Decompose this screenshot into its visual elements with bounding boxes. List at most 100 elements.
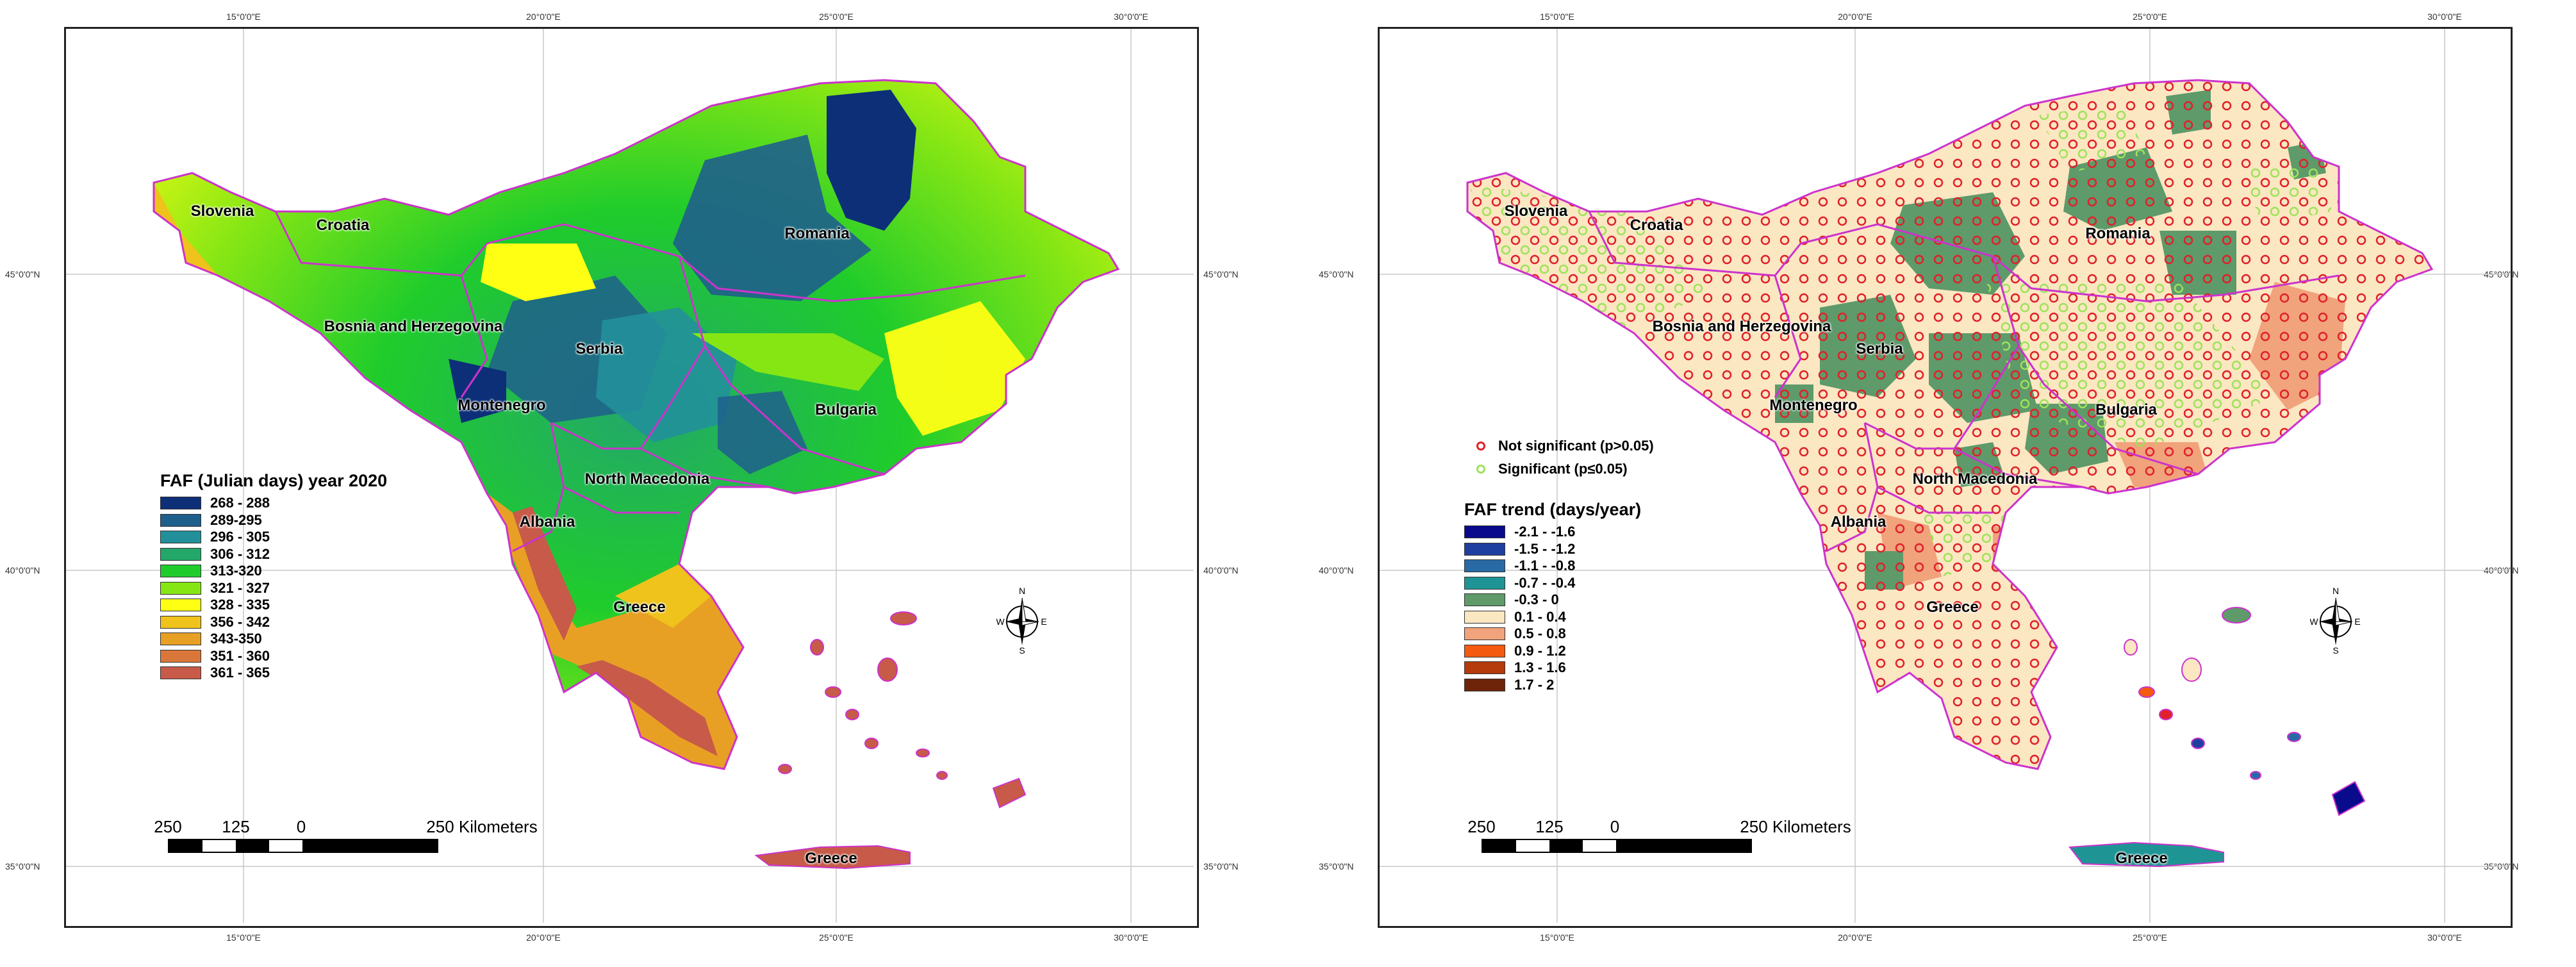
label-montenegro: Montenegro: [458, 397, 546, 414]
scale-bar: 250 125 0 250 Kilometers: [1467, 817, 1851, 853]
lon-label-15: 15°0'0"E: [226, 12, 261, 22]
legend-label: -1.5 - -1.2: [1514, 540, 1576, 557]
lon-label-25-bottom: 25°0'0"E: [819, 932, 854, 943]
legend-label: 343-350: [210, 631, 262, 647]
legend-swatch: [1464, 678, 1505, 691]
legend-item: -0.3 - 0: [1464, 591, 1641, 609]
legend-item: 313-320: [160, 563, 387, 580]
legend-item: -1.5 - -1.2: [1464, 541, 1641, 558]
lon-label-20-bottom: 20°0'0"E: [1838, 932, 1872, 943]
label-croatia: Croatia: [316, 217, 370, 234]
legend-label: 0.5 - 0.8: [1514, 625, 1566, 642]
east-label: E: [2354, 616, 2360, 627]
lon-label-20: 20°0'0"E: [1838, 12, 1872, 22]
label-greece: Greece: [613, 599, 666, 616]
faf-trend-map-panel: 15°0'0"E 20°0'0"E 25°0'0"E 30°0'0"E 15°0…: [1314, 0, 2576, 967]
lon-label-20-bottom: 20°0'0"E: [526, 932, 561, 943]
lon-label-25-bottom: 25°0'0"E: [2133, 932, 2167, 943]
north-label: N: [2332, 586, 2339, 596]
label-serbia: Serbia: [575, 340, 623, 358]
legend-title: FAF trend (days/year): [1464, 500, 1642, 519]
legend-swatch: [1464, 593, 1505, 607]
legend-item: -1.1 - -0.8: [1464, 558, 1641, 575]
lon-label-15: 15°0'0"E: [1540, 12, 1574, 22]
significance-item: Not significant (p>0.05): [1474, 434, 1654, 458]
legend-label: 296 - 305: [210, 529, 270, 545]
south-label: S: [1019, 645, 1025, 656]
legend-item: 289-295: [160, 512, 387, 529]
legend-swatch: [1464, 576, 1505, 590]
legend-label: 268 - 288: [210, 495, 270, 511]
label-bulgaria: Bulgaria: [2095, 401, 2158, 418]
lon-label-20: 20°0'0"E: [526, 12, 561, 22]
label-romania: Romania: [784, 225, 850, 242]
legend-item: 321 - 327: [160, 580, 387, 597]
legend-swatch: [1464, 610, 1505, 624]
legend-label: 351 - 360: [210, 647, 270, 664]
lon-label-30-bottom: 30°0'0"E: [2427, 932, 2462, 943]
legend-label: 1.7 - 2: [1514, 676, 1555, 693]
legend-item: 351 - 360: [160, 648, 387, 665]
label-greece-crete: Greece: [2115, 850, 2168, 867]
legend-label: 0.9 - 1.2: [1514, 642, 1566, 659]
legend-swatch: [160, 497, 201, 510]
lat-label-35: 35°0'0"N: [1319, 861, 1354, 872]
lon-label-15-bottom: 15°0'0"E: [226, 932, 261, 943]
scale-tick-250: 250: [1467, 817, 1496, 836]
legend-item: 361 - 365: [160, 665, 387, 682]
significance-legend: Not significant (p>0.05) Significant (p≤0…: [1474, 434, 1654, 481]
legend-swatch: [160, 666, 201, 680]
lon-label-25: 25°0'0"E: [2133, 12, 2167, 22]
east-label: E: [1041, 616, 1046, 627]
legend-swatch: [160, 513, 201, 527]
legend-item: 268 - 288: [160, 495, 387, 512]
label-serbia: Serbia: [1856, 340, 1903, 358]
legend-swatch: [160, 581, 201, 595]
legend-swatch: [1464, 525, 1505, 539]
legend-label: 361 - 365: [210, 665, 270, 681]
significance-item: Significant (p≤0.05): [1474, 458, 1654, 481]
legend-swatch: [1464, 542, 1505, 556]
significance-label: Significant (p≤0.05): [1498, 461, 1628, 477]
label-croatia: Croatia: [1630, 217, 1683, 234]
legend-rows: -2.1 - -1.6 -1.5 - -1.2 -1.1 - -0.8 -0.7 - …: [1464, 524, 1641, 693]
legend-item: 0.9 - 1.2: [1464, 643, 1641, 660]
legend-item: -0.7 - -0.4: [1464, 575, 1641, 592]
legend-item: 0.1 - 0.4: [1464, 609, 1641, 626]
scale-tick-125: 125: [222, 817, 250, 836]
legend-label: 328 - 335: [210, 597, 270, 613]
label-bosnia: Bosnia and Herzegovina: [1652, 318, 1831, 335]
west-label: W: [996, 616, 1005, 627]
legend-label: -1.1 - -0.8: [1514, 558, 1576, 574]
legend-item: 343-350: [160, 631, 387, 648]
legend-item: 306 - 312: [160, 546, 387, 563]
scale-bar-graphic: [1482, 839, 1752, 853]
legend-item: 356 - 342: [160, 614, 387, 631]
lat-label-40-right: 40°0'0"N: [1203, 565, 1239, 575]
north-arrow-icon: N S W E: [996, 586, 1047, 656]
legend-item: 1.3 - 1.6: [1464, 659, 1641, 677]
legend-item: 0.5 - 0.8: [1464, 625, 1641, 643]
label-albania: Albania: [1830, 513, 1887, 531]
legend-label: 289-295: [210, 511, 262, 528]
label-slovenia: Slovenia: [1504, 202, 1568, 220]
lon-label-30: 30°0'0"E: [2427, 12, 2462, 22]
trend-legend: FAF trend (days/year) -2.1 - -1.6 -1.5 - …: [1464, 500, 1641, 693]
label-north-macedonia: North Macedonia: [1912, 470, 2038, 488]
legend-item: -2.1 - -1.6: [1464, 524, 1641, 541]
legend-item: 296 - 305: [160, 529, 387, 546]
lat-label-45: 45°0'0"N: [1319, 269, 1354, 279]
scale-bar-graphic: [168, 839, 438, 853]
legend-swatch: [1464, 627, 1505, 641]
legend-swatch: [160, 649, 201, 663]
circle-marker-icon: [1476, 442, 1485, 450]
legend-swatch: [160, 599, 201, 612]
label-albania: Albania: [519, 513, 575, 531]
legend-item: 328 - 335: [160, 597, 387, 614]
north-arrow-icon: N S W E: [2310, 586, 2361, 656]
north-label: N: [1019, 586, 1025, 596]
label-north-macedonia: North Macedonia: [584, 470, 710, 488]
legend-label: -0.7 - -0.4: [1514, 574, 1576, 591]
legend-label: -0.3 - 0: [1514, 591, 1559, 608]
scale-tick-250-km: 250 Kilometers: [1740, 817, 1851, 836]
